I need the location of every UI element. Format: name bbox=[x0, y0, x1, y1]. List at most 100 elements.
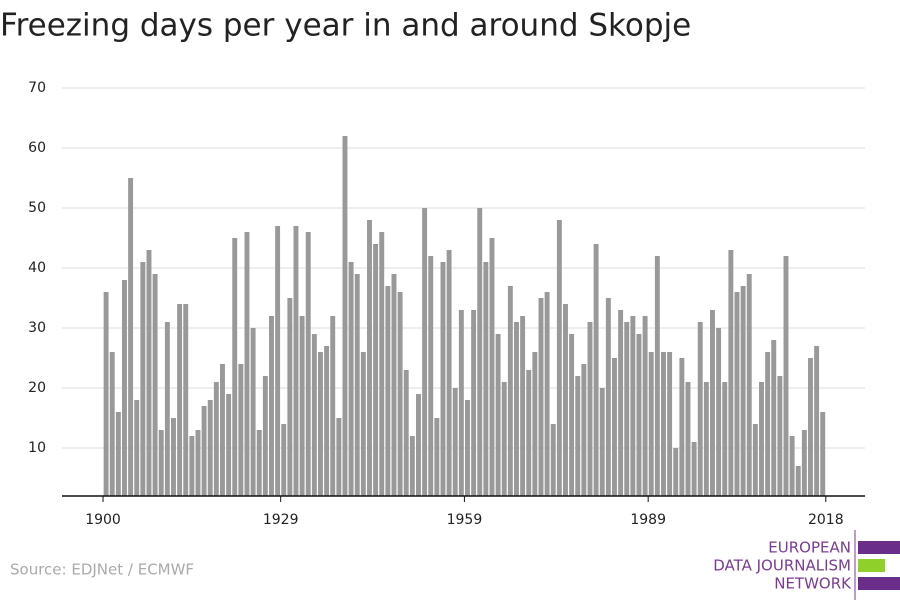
bar bbox=[605, 298, 611, 496]
bar bbox=[428, 256, 434, 496]
bar bbox=[507, 286, 513, 496]
bar bbox=[526, 370, 532, 496]
bar bbox=[765, 352, 771, 496]
bar bbox=[581, 364, 587, 496]
bar bbox=[195, 430, 201, 496]
bar bbox=[446, 250, 452, 496]
logo-text: DATA JOURNALISM bbox=[713, 557, 851, 575]
bar bbox=[697, 322, 703, 496]
y-tick-label: 50 bbox=[28, 200, 46, 216]
bar bbox=[716, 328, 722, 496]
bar bbox=[207, 400, 213, 496]
bar bbox=[630, 316, 636, 496]
bar bbox=[373, 244, 379, 496]
bar bbox=[783, 256, 789, 496]
bar bbox=[514, 322, 519, 496]
bar bbox=[465, 400, 470, 496]
bar bbox=[422, 208, 428, 496]
bar bbox=[759, 382, 764, 496]
bar bbox=[201, 406, 207, 496]
y-tick-label: 70 bbox=[28, 80, 46, 96]
bar bbox=[152, 274, 158, 496]
chart-title: Freezing days per year in and around Sko… bbox=[0, 8, 691, 44]
bar bbox=[305, 232, 311, 496]
bar bbox=[642, 316, 648, 496]
bar bbox=[789, 436, 795, 496]
bar bbox=[661, 352, 666, 496]
bar bbox=[667, 352, 673, 496]
bar bbox=[183, 304, 189, 496]
bar bbox=[262, 376, 268, 496]
bar bbox=[495, 334, 501, 496]
bar bbox=[275, 226, 281, 496]
bar bbox=[569, 334, 575, 496]
bar bbox=[379, 232, 385, 496]
bar bbox=[703, 382, 709, 496]
bar bbox=[795, 466, 801, 496]
bar bbox=[471, 310, 477, 496]
logo-bar bbox=[858, 541, 900, 554]
bar bbox=[330, 316, 336, 496]
bar bbox=[440, 262, 446, 496]
bar bbox=[801, 430, 807, 496]
bar bbox=[213, 382, 219, 496]
x-tick-label: 1929 bbox=[263, 512, 299, 528]
bar bbox=[409, 436, 415, 496]
bar bbox=[281, 424, 287, 496]
y-tick-label: 40 bbox=[28, 260, 46, 276]
bar bbox=[722, 382, 728, 496]
bar bbox=[691, 442, 697, 496]
bar bbox=[416, 394, 421, 496]
bar bbox=[771, 340, 777, 496]
bar bbox=[134, 400, 140, 496]
bar bbox=[679, 358, 685, 496]
bar bbox=[434, 418, 440, 496]
bar bbox=[556, 220, 562, 496]
bar bbox=[189, 436, 195, 496]
bar bbox=[593, 244, 599, 496]
bar bbox=[550, 424, 556, 496]
bar bbox=[636, 334, 642, 496]
bar bbox=[452, 388, 458, 496]
bar bbox=[293, 226, 299, 496]
y-tick-label: 60 bbox=[28, 140, 46, 156]
bar bbox=[814, 346, 820, 496]
bar bbox=[483, 262, 489, 496]
bar bbox=[397, 292, 403, 496]
bar bbox=[489, 238, 495, 496]
bar bbox=[318, 352, 323, 496]
bar bbox=[673, 448, 679, 496]
bar bbox=[685, 382, 691, 496]
bar bbox=[587, 322, 593, 496]
bar bbox=[232, 238, 238, 496]
logo-text: NETWORK bbox=[774, 575, 852, 593]
bar bbox=[563, 304, 568, 496]
bar bbox=[538, 298, 544, 496]
bar bbox=[256, 430, 262, 496]
bar bbox=[354, 274, 360, 496]
bar bbox=[520, 316, 526, 496]
bar bbox=[385, 286, 391, 496]
bar bbox=[808, 358, 813, 496]
bar bbox=[624, 322, 630, 496]
logo: EUROPEAN DATA JOURNALISM NETWORK bbox=[713, 530, 900, 600]
bar bbox=[128, 178, 134, 496]
bar bbox=[648, 352, 654, 496]
bar bbox=[612, 358, 617, 496]
bar bbox=[324, 346, 330, 496]
bar bbox=[734, 292, 740, 496]
bar bbox=[140, 262, 146, 496]
logo-bar bbox=[858, 577, 900, 590]
source: Source: EDJNet / ECMWF bbox=[10, 561, 194, 579]
y-tick-label: 20 bbox=[28, 380, 46, 396]
bar bbox=[348, 262, 354, 496]
bar bbox=[311, 334, 317, 496]
bar bbox=[740, 286, 746, 496]
bar bbox=[244, 232, 250, 496]
bar bbox=[287, 298, 293, 496]
x-tick-label: 1959 bbox=[447, 512, 483, 528]
bar bbox=[746, 274, 752, 496]
bar bbox=[299, 316, 305, 496]
bar bbox=[752, 424, 758, 496]
bar bbox=[654, 256, 660, 496]
